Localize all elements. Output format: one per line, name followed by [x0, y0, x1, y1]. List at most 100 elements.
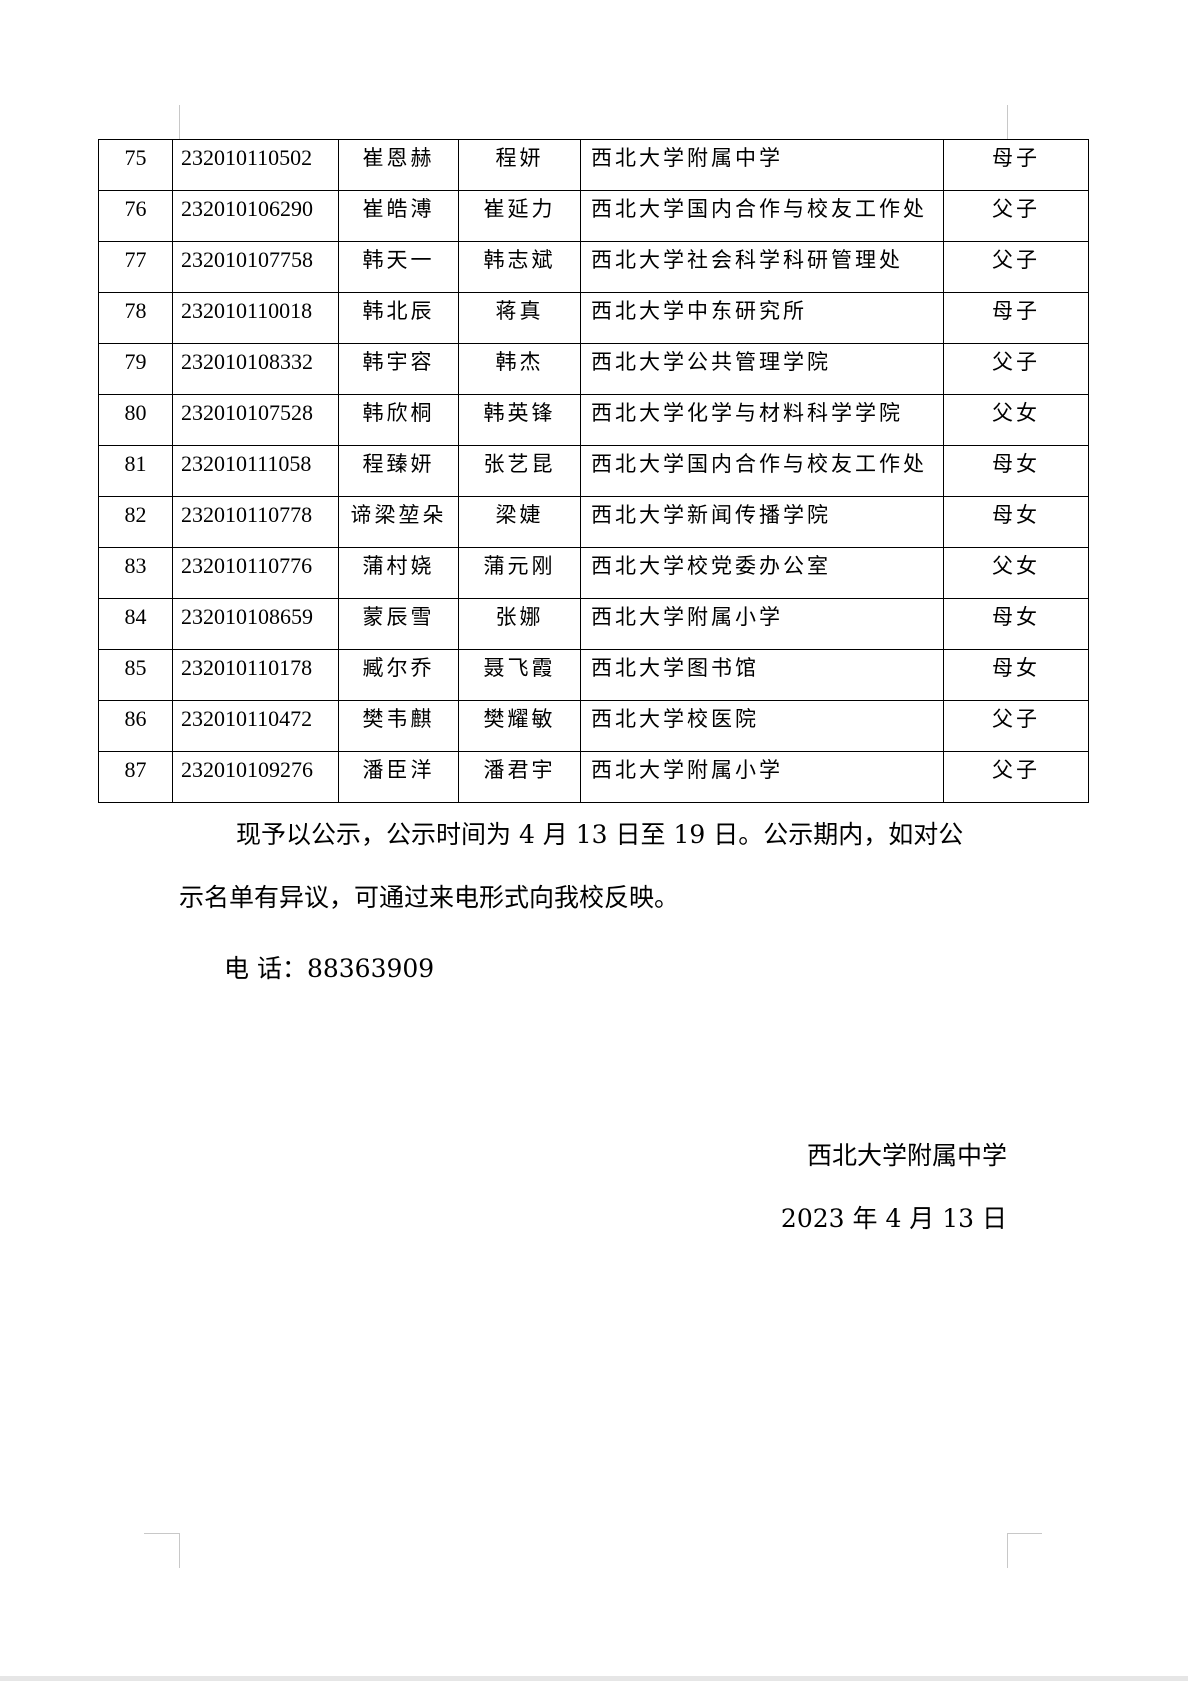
- relationship-cell: 父子: [943, 343, 1089, 395]
- row-number-cell: 78: [98, 292, 173, 344]
- table-row: 80 232010107528 韩欣桐 韩英锋 西北大学化学与材料科学学院 父女: [98, 394, 1089, 446]
- exam-id-cell: 232010108332: [172, 343, 339, 395]
- exam-id-cell: 232010108659: [172, 598, 339, 650]
- parent-name-cell: 蒲元刚: [458, 547, 581, 599]
- student-name-cell: 蒲村娆: [338, 547, 459, 599]
- student-name-cell: 韩欣桐: [338, 394, 459, 446]
- parent-name-cell: 聂飞霞: [458, 649, 581, 701]
- parent-name-cell: 韩杰: [458, 343, 581, 395]
- page-bottom-edge: [0, 1676, 1188, 1681]
- relationship-cell: 母女: [943, 598, 1089, 650]
- table-row: 87 232010109276 潘臣洋 潘君宇 西北大学附属小学 父子: [98, 751, 1089, 803]
- parent-name-cell: 张娜: [458, 598, 581, 650]
- relationship-cell: 母女: [943, 649, 1089, 701]
- work-unit-cell: 西北大学图书馆: [580, 649, 944, 701]
- work-unit-cell: 西北大学附属小学: [580, 598, 944, 650]
- work-unit-cell: 西北大学校医院: [580, 700, 944, 752]
- student-name-cell: 韩宇容: [338, 343, 459, 395]
- relationship-cell: 父子: [943, 241, 1089, 293]
- table-row: 83 232010110776 蒲村娆 蒲元刚 西北大学校党委办公室 父女: [98, 547, 1089, 599]
- parent-name-cell: 梁婕: [458, 496, 581, 548]
- relationship-cell: 母子: [943, 139, 1089, 191]
- work-unit-cell: 西北大学国内合作与校友工作处: [580, 190, 944, 242]
- exam-id-cell: 232010109276: [172, 751, 339, 803]
- student-name-cell: 崔皓溥: [338, 190, 459, 242]
- row-number-cell: 79: [98, 343, 173, 395]
- exam-id-cell: 232010107528: [172, 394, 339, 446]
- student-name-cell: 臧尔乔: [338, 649, 459, 701]
- relationship-cell: 父子: [943, 190, 1089, 242]
- student-name-cell: 韩天一: [338, 241, 459, 293]
- table-row: 84 232010108659 蒙辰雪 张娜 西北大学附属小学 母女: [98, 598, 1089, 650]
- corner-mark-bottom-left-v: [179, 1533, 180, 1568]
- exam-id-cell: 232010107758: [172, 241, 339, 293]
- relationship-cell: 父子: [943, 700, 1089, 752]
- relationship-cell: 母女: [943, 445, 1089, 497]
- corner-mark-bottom-right-h: [1007, 1533, 1042, 1534]
- exam-id-cell: 232010110502: [172, 139, 339, 191]
- signature-date: 2023 年 4 月 13 日: [780, 1204, 1007, 1233]
- student-name-cell: 潘臣洋: [338, 751, 459, 803]
- row-number-cell: 86: [98, 700, 173, 752]
- parent-name-cell: 潘君宇: [458, 751, 581, 803]
- table-row: 77 232010107758 韩天一 韩志斌 西北大学社会科学科研管理处 父子: [98, 241, 1089, 293]
- corner-mark-bottom-left-h: [144, 1533, 179, 1534]
- row-number-cell: 85: [98, 649, 173, 701]
- exam-id-cell: 232010110472: [172, 700, 339, 752]
- relationship-cell: 母女: [943, 496, 1089, 548]
- parent-name-cell: 蒋真: [458, 292, 581, 344]
- applicant-table: 75 232010110502 崔恩赫 程妍 西北大学附属中学 母子 76 232010106…: [98, 139, 1089, 803]
- work-unit-cell: 西北大学校党委办公室: [580, 547, 944, 599]
- relationship-cell: 父女: [943, 394, 1089, 446]
- row-number-cell: 81: [98, 445, 173, 497]
- work-unit-cell: 西北大学国内合作与校友工作处: [580, 445, 944, 497]
- exam-id-cell: 232010106290: [172, 190, 339, 242]
- student-name-cell: 程臻妍: [338, 445, 459, 497]
- table-row: 82 232010110778 谛梁堃朵 梁婕 西北大学新闻传播学院 母女: [98, 496, 1089, 548]
- notice-line-1: 现予以公示，公示时间为 4 月 13 日至 19 日。公示期内，如对公: [236, 820, 964, 849]
- row-number-cell: 83: [98, 547, 173, 599]
- parent-name-cell: 韩英锋: [458, 394, 581, 446]
- row-number-cell: 75: [98, 139, 173, 191]
- corner-mark-top-left: [179, 105, 180, 139]
- row-number-cell: 77: [98, 241, 173, 293]
- parent-name-cell: 樊耀敏: [458, 700, 581, 752]
- work-unit-cell: 西北大学附属小学: [580, 751, 944, 803]
- row-number-cell: 76: [98, 190, 173, 242]
- parent-name-cell: 崔延力: [458, 190, 581, 242]
- row-number-cell: 82: [98, 496, 173, 548]
- notice-line-2: 示名单有异议，可通过来电形式向我校反映。: [179, 883, 680, 912]
- table-row: 76 232010106290 崔皓溥 崔延力 西北大学国内合作与校友工作处 父子: [98, 190, 1089, 242]
- row-number-cell: 84: [98, 598, 173, 650]
- work-unit-cell: 西北大学新闻传播学院: [580, 496, 944, 548]
- row-number-cell: 80: [98, 394, 173, 446]
- exam-id-cell: 232010110018: [172, 292, 339, 344]
- table-row: 81 232010111058 程臻妍 张艺昆 西北大学国内合作与校友工作处 母女: [98, 445, 1089, 497]
- exam-id-cell: 232010110778: [172, 496, 339, 548]
- student-name-cell: 樊韦麒: [338, 700, 459, 752]
- work-unit-cell: 西北大学社会科学科研管理处: [580, 241, 944, 293]
- student-name-cell: 韩北辰: [338, 292, 459, 344]
- phone-line: 电 话：88363909: [224, 954, 435, 983]
- corner-mark-bottom-right-v: [1007, 1533, 1008, 1568]
- student-name-cell: 蒙辰雪: [338, 598, 459, 650]
- table-row: 75 232010110502 崔恩赫 程妍 西北大学附属中学 母子: [98, 139, 1089, 191]
- table-row: 86 232010110472 樊韦麒 樊耀敏 西北大学校医院 父子: [98, 700, 1089, 752]
- table-row: 85 232010110178 臧尔乔 聂飞霞 西北大学图书馆 母女: [98, 649, 1089, 701]
- exam-id-cell: 232010110776: [172, 547, 339, 599]
- work-unit-cell: 西北大学公共管理学院: [580, 343, 944, 395]
- student-name-cell: 崔恩赫: [338, 139, 459, 191]
- signature-org: 西北大学附属中学: [806, 1141, 1007, 1170]
- exam-id-cell: 232010110178: [172, 649, 339, 701]
- parent-name-cell: 程妍: [458, 139, 581, 191]
- work-unit-cell: 西北大学中东研究所: [580, 292, 944, 344]
- table-row: 78 232010110018 韩北辰 蒋真 西北大学中东研究所 母子: [98, 292, 1089, 344]
- table-row: 79 232010108332 韩宇容 韩杰 西北大学公共管理学院 父子: [98, 343, 1089, 395]
- corner-mark-top-right: [1007, 105, 1008, 139]
- work-unit-cell: 西北大学化学与材料科学学院: [580, 394, 944, 446]
- relationship-cell: 父女: [943, 547, 1089, 599]
- row-number-cell: 87: [98, 751, 173, 803]
- exam-id-cell: 232010111058: [172, 445, 339, 497]
- parent-name-cell: 张艺昆: [458, 445, 581, 497]
- student-name-cell: 谛梁堃朵: [338, 496, 459, 548]
